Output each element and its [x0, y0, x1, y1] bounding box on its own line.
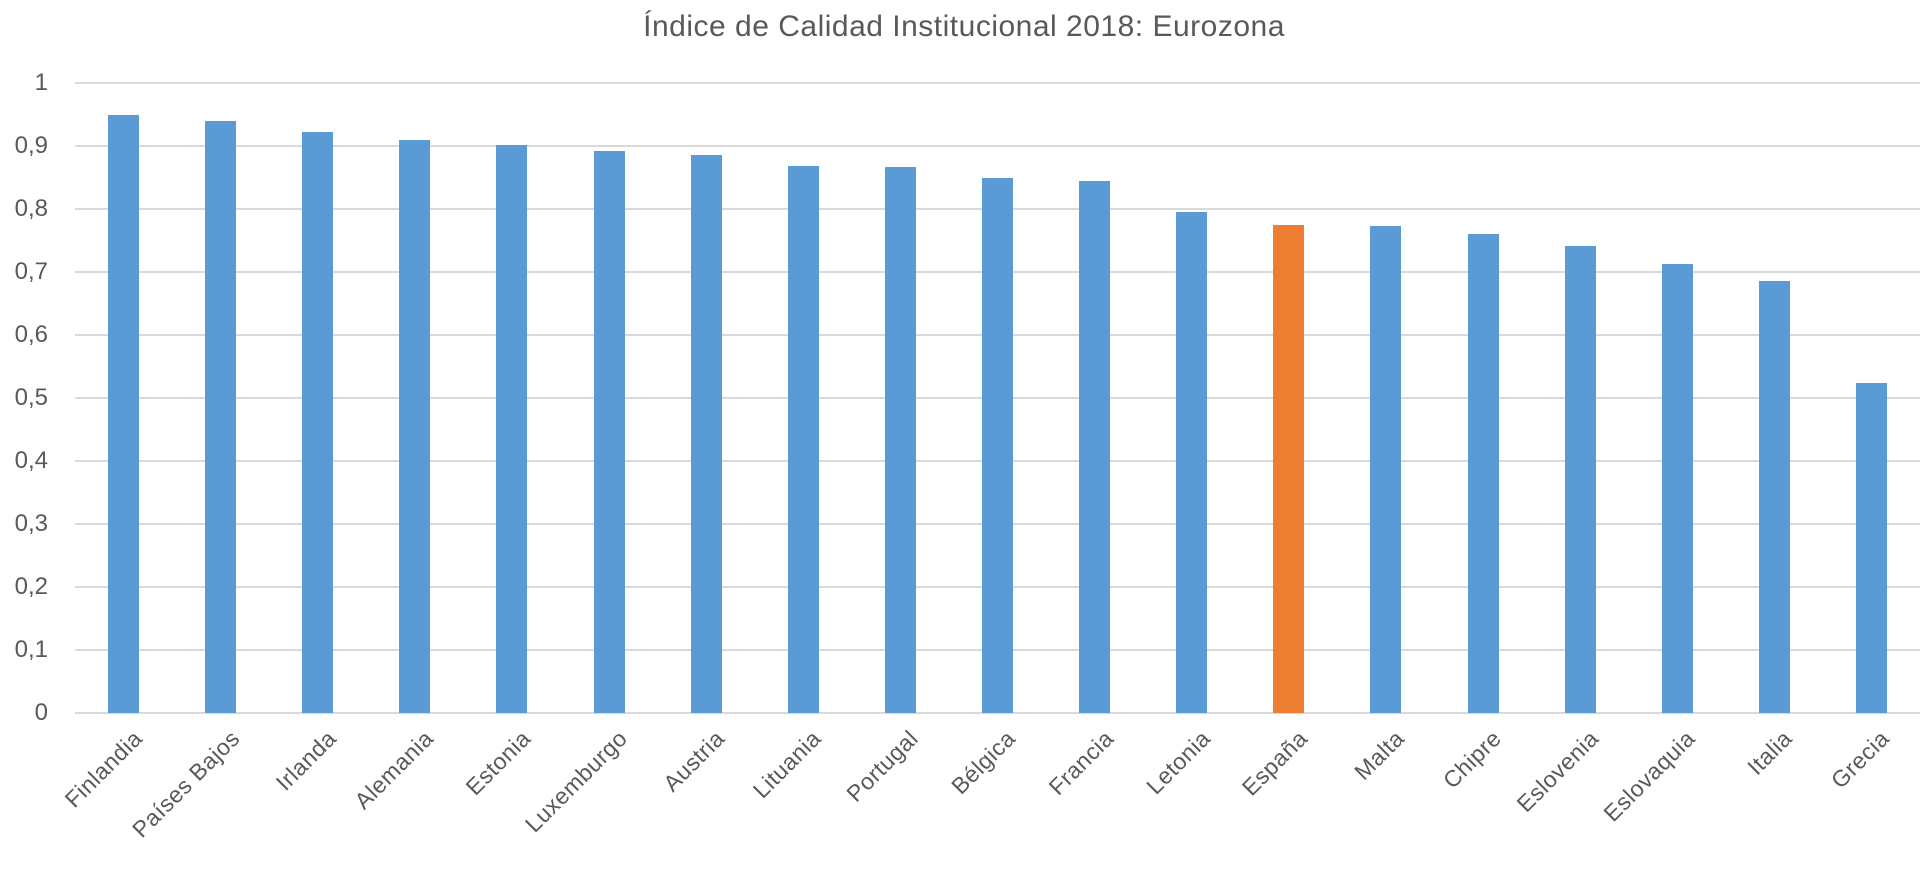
x-axis-category-label: Grecia [1825, 725, 1895, 794]
x-axis-category-label: Malta [1349, 725, 1410, 785]
bar [1468, 234, 1499, 713]
x-axis-category-label: Estonia [460, 725, 536, 801]
bar [1856, 383, 1887, 713]
gridline [75, 712, 1920, 714]
bar [496, 145, 527, 713]
bar [1662, 264, 1693, 713]
y-axis-tick-label: 0,9 [14, 132, 48, 159]
bar [1370, 226, 1401, 713]
x-axis-category-label: Italia [1742, 725, 1798, 780]
x-axis-category-label: Eslovaquia [1598, 725, 1701, 827]
y-axis-tick-label: 0,4 [14, 447, 48, 474]
bar [982, 178, 1013, 713]
y-axis-tick-label: 0,5 [14, 384, 48, 411]
x-axis-category-label: Austria [657, 725, 730, 797]
x-axis-category-label: Alemania [349, 725, 439, 815]
y-axis-tick-label: 0,7 [14, 258, 48, 285]
bar [1079, 181, 1110, 713]
y-axis-tick-label: 0,3 [14, 510, 48, 537]
bar [205, 121, 236, 713]
bar [1273, 225, 1304, 713]
x-axis-category-label: Letonia [1141, 725, 1216, 800]
bar [302, 132, 333, 713]
bar [1176, 212, 1207, 713]
bar [691, 155, 722, 713]
bar [1759, 281, 1790, 713]
y-axis-tick-label: 0,8 [14, 195, 48, 222]
x-axis-category-label: Francia [1043, 725, 1119, 801]
bar [1565, 246, 1596, 713]
bar [885, 167, 916, 713]
chart-title: Índice de Calidad Institucional 2018: Eu… [643, 10, 1285, 43]
y-axis-tick-label: 0,6 [14, 321, 48, 348]
bar [399, 140, 430, 713]
bar [108, 115, 139, 713]
x-axis-category-label: España [1236, 725, 1313, 801]
x-axis-category-label: Luxemburgo [520, 725, 633, 838]
x-axis-category-label: Eslovenia [1511, 725, 1604, 818]
bar [788, 166, 819, 713]
y-axis-tick-label: 0 [34, 699, 48, 726]
y-axis-tick-label: 1 [34, 69, 48, 96]
gridline [75, 145, 1920, 147]
gridline [75, 82, 1920, 84]
y-axis-tick-label: 0,1 [14, 636, 48, 663]
bar [594, 151, 625, 713]
plot-area [75, 82, 1920, 714]
x-axis-category-label: Chipre [1437, 725, 1507, 794]
x-axis-category-label: Finlandia [59, 725, 148, 813]
x-axis-category-label: Irlanda [270, 725, 342, 796]
x-axis-category-label: Portugal [841, 725, 924, 807]
y-axis-tick-label: 0,2 [14, 573, 48, 600]
x-axis-category-label: Lituania [748, 725, 827, 804]
x-axis-category-label: Bélgica [946, 725, 1021, 800]
